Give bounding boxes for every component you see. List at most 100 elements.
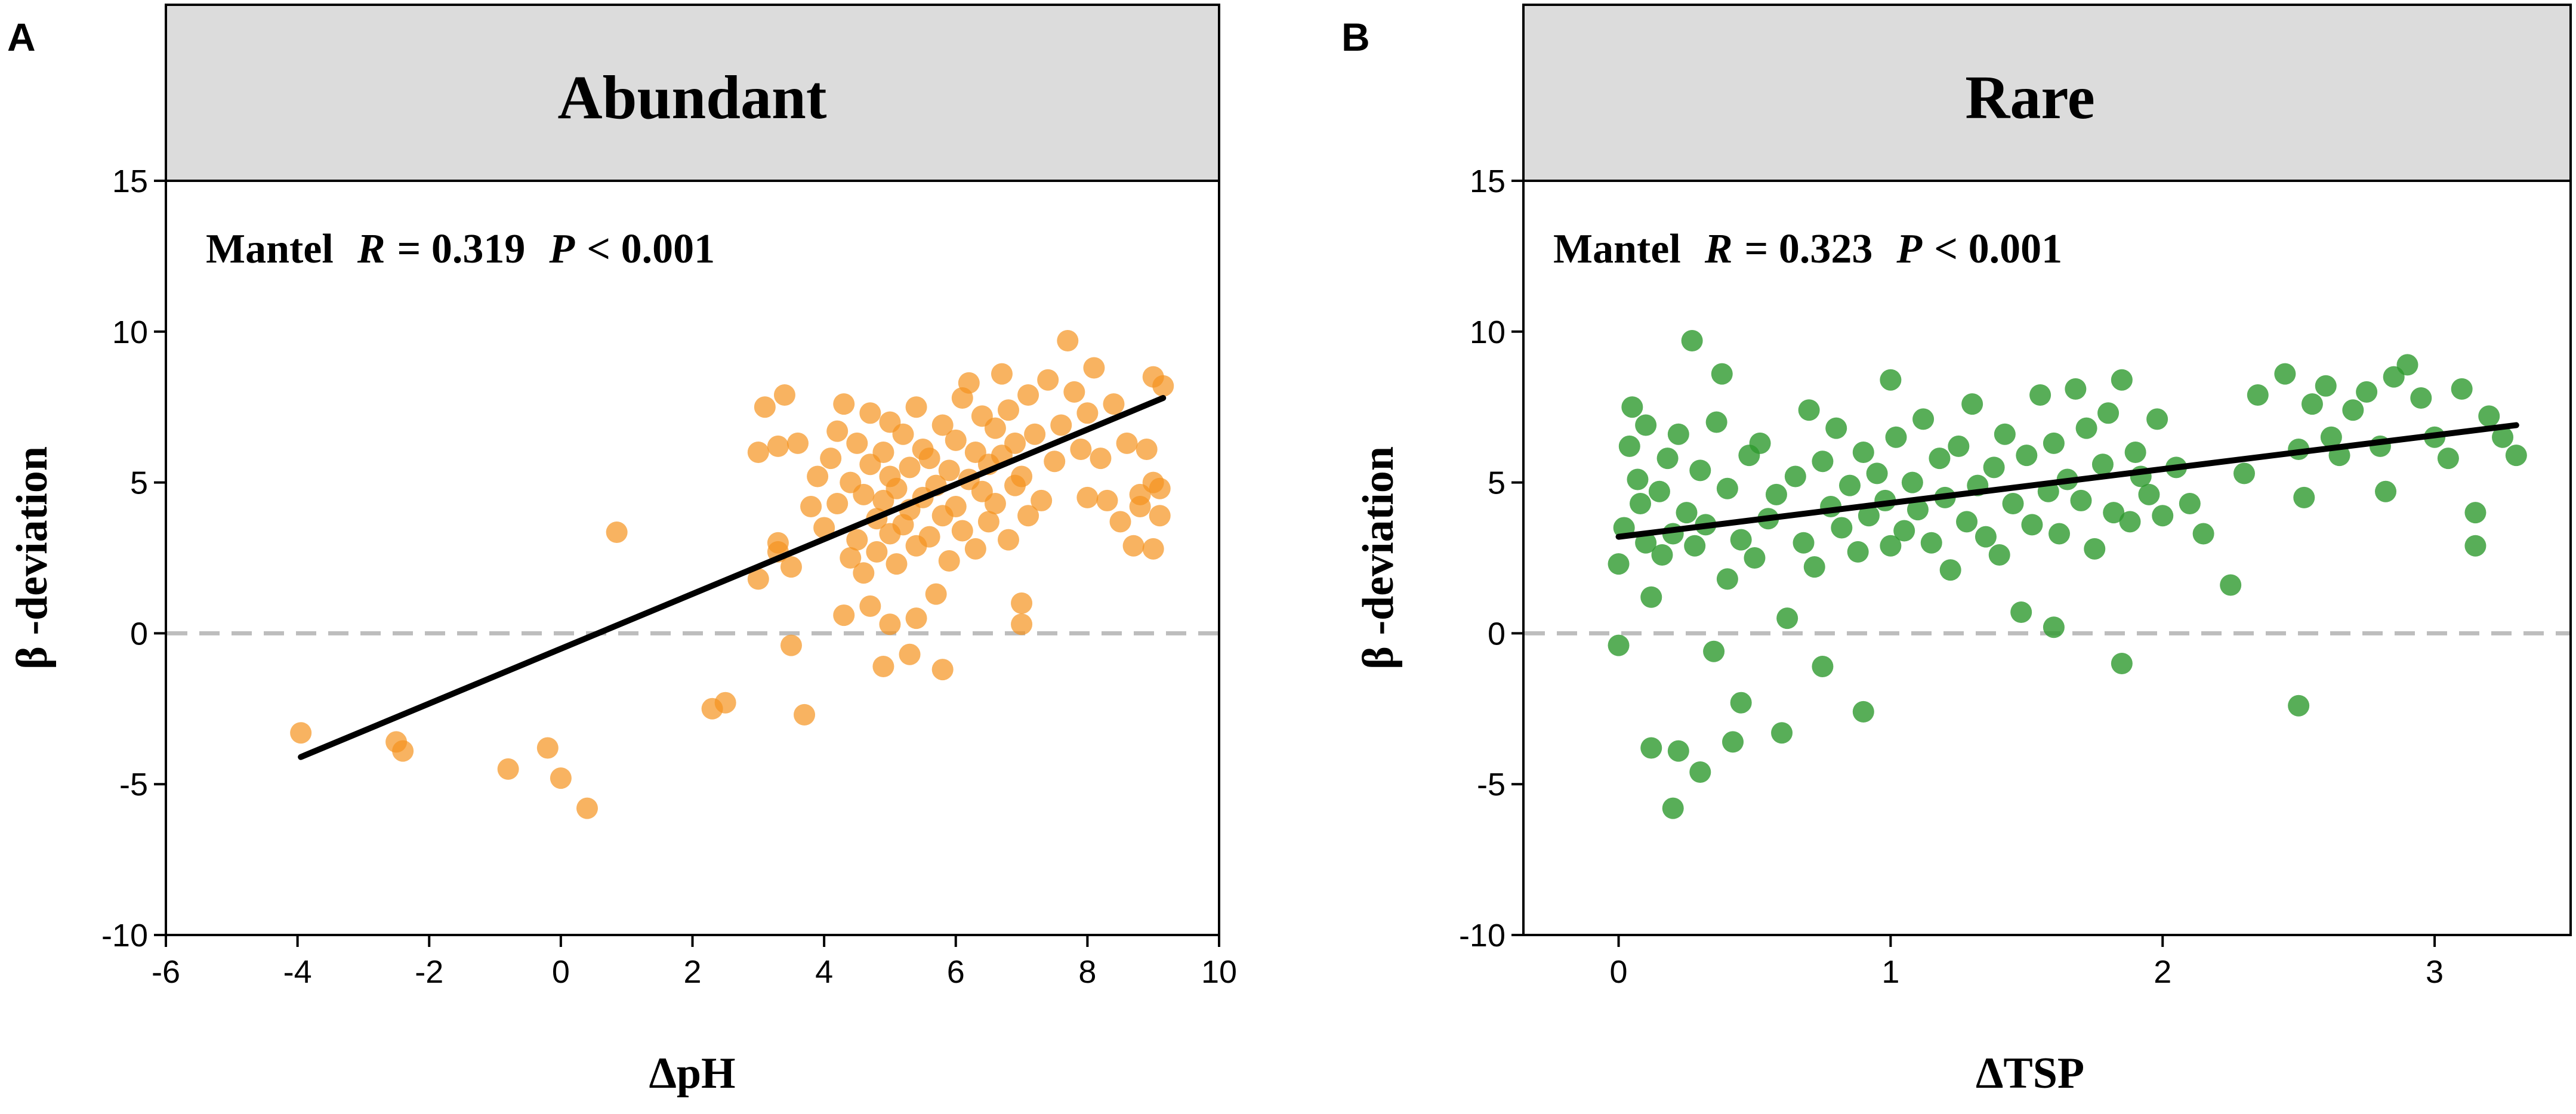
data-point-b bbox=[1730, 692, 1752, 714]
y-tick-label: 15 bbox=[112, 163, 148, 199]
data-point-a bbox=[958, 372, 980, 394]
data-point-b bbox=[1651, 544, 1673, 566]
panel-b: B Rare Mantel R = 0.323 P < 0.001 -10-505101… bbox=[1341, 4, 2572, 1098]
data-point-b bbox=[2293, 486, 2315, 508]
data-point-a bbox=[918, 448, 940, 470]
y-axis-a: -10 -5 0 5 10 15 bbox=[101, 163, 166, 953]
data-point-a bbox=[1152, 375, 1174, 397]
data-point-b bbox=[2138, 483, 2160, 505]
data-point-b bbox=[1656, 448, 1679, 470]
data-point-a bbox=[1090, 448, 1112, 470]
strip-title-b: Rare bbox=[1965, 63, 2095, 132]
data-point-a bbox=[1070, 438, 1092, 460]
data-point-b bbox=[2043, 616, 2065, 638]
mantel-annotation-b: Mantel R = 0.323 P < 0.001 bbox=[1553, 226, 2062, 272]
x-tick-label: 2 bbox=[683, 954, 701, 990]
data-point-b bbox=[1627, 468, 1649, 490]
data-point-a bbox=[773, 384, 795, 406]
data-point-b bbox=[2179, 492, 2201, 514]
data-point-a bbox=[938, 459, 960, 482]
x-axis-label-b: ΔTSP bbox=[1976, 1049, 2084, 1098]
data-points-b bbox=[1608, 329, 2527, 819]
panel-letter-a: A bbox=[7, 15, 36, 59]
data-point-b bbox=[2152, 505, 2174, 527]
data-point-a bbox=[826, 492, 849, 514]
panel-letter-b: B bbox=[1341, 15, 1370, 59]
data-point-a bbox=[1004, 432, 1026, 454]
data-point-b bbox=[1906, 499, 1929, 521]
data-point-b bbox=[2274, 363, 2296, 385]
data-point-b bbox=[1866, 462, 1888, 485]
data-point-b bbox=[1803, 556, 1825, 578]
data-point-b bbox=[1703, 640, 1725, 662]
strip-title-a: Abundant bbox=[558, 63, 827, 132]
data-point-b bbox=[1920, 532, 1942, 554]
data-point-b bbox=[1681, 329, 1703, 351]
data-point-a bbox=[392, 740, 414, 762]
data-point-b bbox=[1689, 459, 1711, 482]
data-point-b bbox=[2070, 489, 2092, 511]
data-point-b bbox=[1885, 426, 1907, 448]
data-point-a bbox=[1037, 369, 1059, 391]
data-point-a bbox=[886, 553, 908, 575]
data-point-b bbox=[2288, 695, 2310, 717]
data-point-b bbox=[1880, 535, 1902, 557]
data-point-a bbox=[826, 420, 849, 442]
x-tick-label: 3 bbox=[2426, 954, 2444, 990]
data-point-b bbox=[2103, 502, 2125, 524]
data-point-b bbox=[1912, 408, 1935, 430]
data-point-a bbox=[945, 496, 967, 518]
data-point-a bbox=[866, 541, 888, 563]
data-point-b bbox=[2320, 426, 2342, 448]
data-point-a bbox=[1122, 535, 1144, 557]
plot-area-a bbox=[165, 180, 1220, 936]
data-point-b bbox=[1618, 435, 1640, 457]
x-tick-label: 2 bbox=[2154, 954, 2171, 990]
data-point-b bbox=[1852, 442, 1874, 464]
y-tick-label: -10 bbox=[101, 918, 148, 953]
data-point-b bbox=[2247, 384, 2269, 406]
data-point-b bbox=[2464, 535, 2486, 557]
data-point-b bbox=[2075, 417, 2097, 439]
data-point-b bbox=[2192, 523, 2214, 545]
y-tick-label: 5 bbox=[130, 465, 148, 501]
data-point-b bbox=[1621, 396, 1643, 418]
y-tick-label: -5 bbox=[119, 767, 148, 803]
data-point-b bbox=[1988, 544, 2010, 566]
data-point-b bbox=[1630, 492, 1652, 514]
data-point-b bbox=[2356, 381, 2378, 403]
data-point-a bbox=[905, 607, 927, 629]
data-point-a bbox=[714, 692, 736, 714]
data-point-b bbox=[1852, 701, 1874, 723]
y-tick-label: 10 bbox=[1470, 314, 1506, 350]
data-point-b bbox=[1667, 423, 1689, 445]
data-point-a bbox=[747, 442, 769, 464]
y-tick-label: -5 bbox=[1477, 767, 1506, 803]
y-axis-label-b: β -deviation bbox=[1354, 446, 1403, 669]
data-point-a bbox=[984, 417, 1006, 439]
data-point-b bbox=[2002, 492, 2024, 514]
strip-header-b bbox=[1522, 4, 2572, 182]
data-point-a bbox=[1109, 511, 1131, 533]
data-point-b bbox=[2016, 445, 2038, 467]
data-point-b bbox=[2119, 511, 2141, 533]
data-point-a bbox=[833, 604, 855, 627]
data-point-b bbox=[2220, 574, 2242, 596]
data-point-b bbox=[1939, 559, 1961, 581]
data-point-a bbox=[1076, 486, 1099, 508]
data-point-b bbox=[1784, 465, 1806, 487]
data-point-a bbox=[938, 550, 960, 572]
data-point-a bbox=[991, 363, 1013, 385]
data-point-b bbox=[1961, 393, 1983, 415]
data-point-a bbox=[606, 521, 628, 544]
data-point-b bbox=[1880, 369, 1902, 391]
data-point-a bbox=[859, 595, 881, 617]
data-point-b bbox=[1893, 520, 1915, 542]
x-tick-label: 0 bbox=[1610, 954, 1628, 990]
data-point-b bbox=[1635, 532, 1657, 554]
fit-line-a bbox=[298, 395, 1167, 760]
data-point-b bbox=[1730, 529, 1752, 551]
data-point-a bbox=[931, 659, 954, 681]
data-point-a bbox=[1011, 465, 1033, 487]
data-point-b bbox=[1744, 547, 1766, 569]
